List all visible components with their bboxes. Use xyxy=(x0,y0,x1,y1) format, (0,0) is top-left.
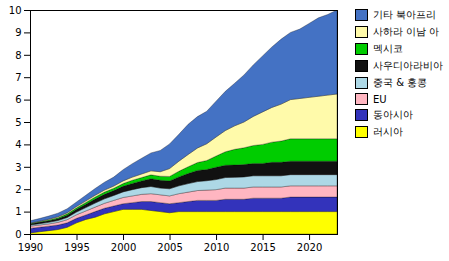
svg-text:5: 5 xyxy=(15,117,21,128)
svg-text:1990: 1990 xyxy=(18,242,43,253)
html-text:중국 & 홍콩: 중국 & 홍콩 xyxy=(373,77,428,88)
svg-text:2015: 2015 xyxy=(250,242,275,253)
html-text:사하라 이남 아: 사하라 이남 아 xyxy=(373,26,440,37)
html-text:멕시코: 멕시코 xyxy=(373,43,403,54)
html-text:러시아: 러시아 xyxy=(373,126,403,137)
svg-text:8: 8 xyxy=(15,50,21,61)
svg-text:2010: 2010 xyxy=(204,242,229,253)
svg-text:4: 4 xyxy=(15,139,21,150)
svg-text:2020: 2020 xyxy=(297,242,322,253)
svg-text:1: 1 xyxy=(15,206,21,217)
html-text:기타 북아프리: 기타 북아프리 xyxy=(373,9,437,20)
html-text:EU: EU xyxy=(373,93,387,105)
html-text:사우디아라비아: 사우디아라비아 xyxy=(373,60,443,71)
svg-text:6: 6 xyxy=(15,94,21,105)
html-text:동아시아: 동아시아 xyxy=(373,109,413,120)
svg-text:10: 10 xyxy=(9,5,22,16)
svg-text:2: 2 xyxy=(15,184,21,195)
svg-text:7: 7 xyxy=(15,72,21,83)
svg-text:1995: 1995 xyxy=(64,242,89,253)
svg-text:9: 9 xyxy=(15,27,21,38)
svg-text:3: 3 xyxy=(15,162,21,173)
svg-text:2000: 2000 xyxy=(111,242,136,253)
svg-text:0: 0 xyxy=(15,229,21,240)
svg-text:2005: 2005 xyxy=(157,242,182,253)
